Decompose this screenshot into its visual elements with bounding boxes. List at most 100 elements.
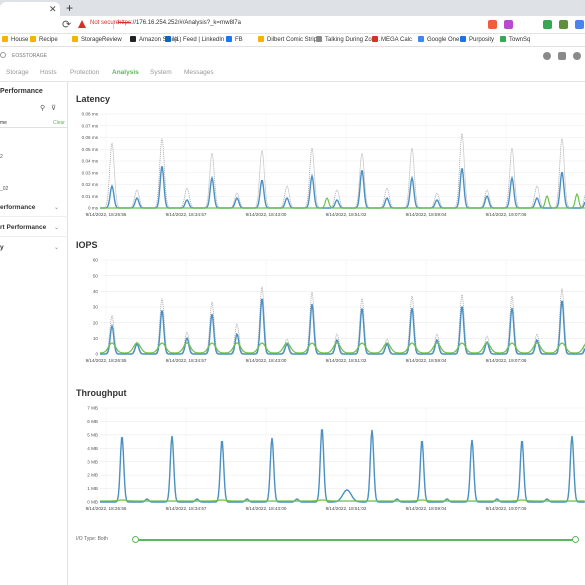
sidebar-section[interactable]: rt Performance [0,224,47,231]
sidebar-divider [0,127,68,128]
close-tab-icon[interactable]: ✕ [49,4,57,14]
time-range-bar: I/O Type: Both [72,530,585,550]
sheets-extension-icon[interactable] [543,20,552,29]
chevron-down-icon[interactable]: ⌄ [54,245,60,251]
sidebar-title: Performance [0,88,43,95]
range-end-handle[interactable] [572,536,579,543]
iops-alt-line [99,342,585,354]
url-rest: ://176.16.254.252/#/Analysis?_k=rnw8l7a [131,20,241,26]
bookmark-label: Google One [427,37,460,43]
y-tick-label: 0 ms [88,206,99,211]
bookmark-item[interactable]: Purposity [460,36,494,44]
nav-item-analysis[interactable]: Analysis [112,69,139,76]
bookmark-icon [30,36,36,42]
bookmark-label: Talking During Zoo... [325,37,381,43]
throughput-chart: 7 MB 6 MB 5 MB 4 MB 3 MB 2 MB 1 MB 0 MB 9/14/202… [72,406,585,518]
latency-alt-line [100,193,585,209]
bookmark-item[interactable]: StorageReview [72,36,122,44]
nav-item-storage[interactable]: Storage [6,69,29,76]
throughput-chart-title: Throughput [76,388,127,398]
latency-read-line [100,133,585,209]
chevron-down-icon[interactable]: ⌄ [54,205,60,211]
extension-icon[interactable] [504,20,513,29]
bookmark-item[interactable]: TownSq [500,36,530,44]
x-tick-label: 9/14/2022, 19:07:06 [486,506,527,511]
list-item[interactable]: 2 [0,154,3,160]
y-tick-label: 0.05 ms [82,147,99,152]
app-header: EOSSTORAGE [0,48,585,64]
y-tick-label: 6 MB [87,419,98,424]
chevron-down-icon[interactable]: ⌄ [54,225,60,231]
bookmark-icon [316,36,322,42]
main-nav: Storage Hosts Protection Analysis System Mess… [0,64,585,82]
extension-icon-3[interactable] [575,20,584,29]
y-tick-label: 2 MB [87,473,98,478]
new-tab-icon[interactable]: + [66,1,74,15]
y-tick-label: 10 [93,336,99,341]
nav-item-protection[interactable]: Protection [70,69,100,76]
y-tick-label: 30 [93,305,99,310]
iops-chart: 60 50 40 30 20 10 0 9/14/2022, 18:26:55 9/14/202… [72,258,585,370]
warning-icon[interactable] [78,20,86,28]
not-secure-label[interactable]: Not secure [90,20,120,26]
name-column-header: me [0,120,7,126]
list-item[interactable]: _02 [0,186,9,192]
bookmark-label: Purposity [469,37,495,43]
bookmark-label: House [11,37,29,43]
range-start-handle[interactable] [132,536,139,543]
x-tick-label: 9/14/2022, 19:07:06 [486,358,527,363]
extension-icon-2[interactable] [559,20,568,29]
x-tick-label: 9/14/2022, 18:43:00 [246,212,287,217]
bookmark-label: Recipe [39,37,58,43]
nav-item-messages[interactable]: Messages [184,69,214,76]
settings-icon[interactable] [573,52,581,60]
browser-tab[interactable]: ✕ [0,2,60,16]
sidebar-section[interactable]: erformance [0,204,36,211]
x-tick-label: 9/14/2022, 18:51:02 [326,212,367,217]
filter-icon[interactable]: ⊽ [51,105,57,112]
throughput-alt-line [100,499,585,502]
y-tick-label: 0.07 ms [82,123,99,128]
iops-read-line [100,286,585,355]
bookmark-item[interactable]: House [2,36,28,44]
bookmark-icon [226,36,232,42]
x-tick-label: 9/14/2022, 18:59:04 [406,358,447,363]
bookmark-icon [258,36,264,42]
io-type-dropdown[interactable]: I/O Type: Both [76,536,108,542]
search-icon[interactable]: ⚲ [40,105,46,112]
throughput-main-line [100,429,585,503]
time-range-slider[interactable] [136,539,576,541]
bookmark-label: MEGA Calc [381,37,413,43]
bookmark-label: (1) Feed | LinkedIn [174,37,225,43]
x-tick-label: 9/14/2022, 18:43:00 [246,506,287,511]
heart-icon[interactable] [543,52,551,60]
grid-icon[interactable] [558,52,566,60]
url-input[interactable]: https://176.16.254.252/#/Analysis?_k=rnw… [118,20,241,26]
x-tick-label: 9/14/2022, 18:34:57 [166,212,207,217]
sidebar: Performance ⚲ ⊽ me Clear 2 _02 erformanc… [0,82,68,585]
reload-icon[interactable]: ⟳ [62,19,72,31]
x-tick-label: 9/14/2022, 18:26:55 [86,358,127,363]
y-tick-label: 50 [93,273,99,278]
y-tick-label: 0.08 ms [82,112,99,117]
bookmark-item[interactable]: FB [226,36,243,44]
browser-tab-bar: ✕ + [0,0,585,16]
bookmark-item[interactable]: MEGA Calc [372,36,412,44]
bookmark-item[interactable]: Amazon Smile [130,36,178,44]
bookmark-item[interactable]: Recipe [30,36,58,44]
sidebar-section[interactable]: y [0,244,4,251]
url-https: https [118,20,132,26]
bookmark-icon [2,36,8,42]
bookmark-item[interactable]: (1) Feed | LinkedIn [165,36,224,44]
iops-chart-title: IOPS [76,240,98,250]
y-tick-label: 4 MB [87,446,98,451]
bookmark-item[interactable]: Talking During Zoo... [316,36,380,44]
bookmark-icon [165,36,171,42]
nav-item-system[interactable]: System [150,69,172,76]
bookmark-item[interactable]: Dilbert Comic Strip... [258,36,322,44]
bookmark-item[interactable]: Google One [418,36,459,44]
nav-item-hosts[interactable]: Hosts [40,69,57,76]
clear-button[interactable]: Clear [53,120,65,126]
brave-shield-icon[interactable] [488,20,497,29]
y-tick-label: 0.06 ms [82,135,99,140]
